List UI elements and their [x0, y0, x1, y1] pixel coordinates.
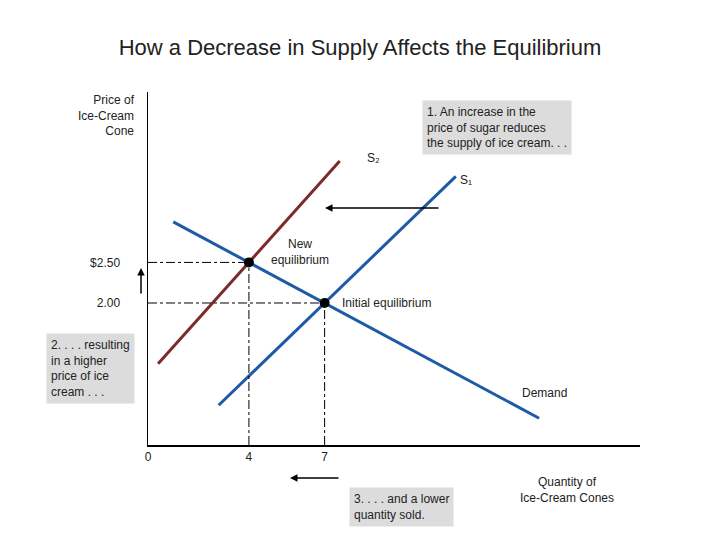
svg-text:Initial equilibrium: Initial equilibrium [342, 296, 431, 310]
svg-text:S₁: S₁ [460, 173, 472, 187]
svg-text:0: 0 [145, 450, 152, 464]
svg-text:Demand: Demand [522, 386, 567, 400]
svg-text:7: 7 [321, 450, 328, 464]
svg-text:Quantity ofIce-Cream Cones: Quantity ofIce-Cream Cones [520, 475, 614, 505]
svg-text:4: 4 [246, 450, 253, 464]
svg-text:3. . . . and a lowerquantity s: 3. . . . and a lowerquantity sold. [354, 492, 449, 522]
svg-text:2. . . . resultingin a higherp: 2. . . . resultingin a higherprice of ic… [51, 338, 130, 399]
svg-text:1. An increase in theprice of: 1. An increase in theprice of sugar redu… [427, 105, 567, 150]
svg-text:How a Decrease in Supply Affec: How a Decrease in Supply Affects the Equ… [119, 35, 602, 60]
svg-text:S₂: S₂ [367, 151, 380, 165]
svg-text:$2.50: $2.50 [90, 256, 120, 270]
svg-text:Price ofIce-CreamCone: Price ofIce-CreamCone [78, 93, 135, 138]
svg-text:Newequilibrium: Newequilibrium [271, 237, 329, 267]
svg-text:2.00: 2.00 [97, 296, 121, 310]
